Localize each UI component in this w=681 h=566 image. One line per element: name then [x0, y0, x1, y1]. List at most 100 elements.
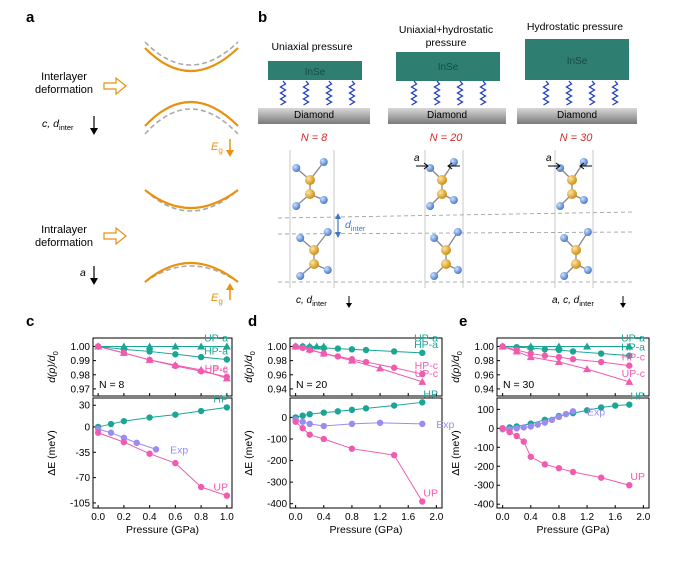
se-atom — [296, 234, 305, 242]
data-point — [347, 356, 356, 364]
data-point — [513, 425, 520, 432]
a-label-col2: a — [414, 153, 420, 164]
data-point — [320, 422, 327, 430]
y-tick-label: 0.94 — [475, 384, 495, 395]
y-tick-label: 0.94 — [268, 384, 288, 395]
data-point — [569, 356, 577, 363]
spring — [279, 80, 287, 106]
x-tick-label: 1.0 — [220, 512, 234, 523]
arrow-down-c-head — [90, 128, 98, 135]
x-tick-label: 2.0 — [636, 512, 650, 523]
band-conduction-top — [144, 47, 239, 72]
spring — [565, 80, 573, 106]
data-point — [120, 417, 128, 425]
diamond-substrate-1 — [258, 108, 370, 124]
data-point — [319, 349, 328, 357]
plot-frame — [496, 397, 650, 509]
y-tick-label: -100 — [474, 443, 494, 454]
in-atom — [437, 175, 447, 185]
x-tick-label: 0.6 — [168, 512, 182, 523]
bottom-label-col3: a, c, dinter — [552, 295, 594, 308]
y-tick-label: -400 — [267, 499, 287, 510]
n-label-2: N = 20 — [430, 132, 464, 144]
data-point — [562, 410, 570, 418]
data-point — [299, 412, 306, 419]
bottom-arrow-col3-head — [620, 303, 626, 308]
x-tick-label: 1.2 — [580, 512, 594, 523]
data-point — [334, 408, 342, 415]
data-point — [390, 451, 398, 459]
se-atom — [292, 164, 301, 172]
ref-line-1 — [277, 211, 633, 219]
data-point — [527, 453, 534, 460]
y-tick-label: 0.96 — [475, 370, 495, 381]
label-eg-top: Eg — [211, 141, 223, 155]
y-axis-label: d(p)/d0 — [243, 351, 257, 383]
label-interlayer-2: deformation — [35, 84, 93, 96]
data-point — [320, 344, 327, 352]
data-point — [418, 377, 427, 385]
data-point — [597, 404, 605, 411]
se-atom — [323, 266, 332, 274]
x-tick-label: 0.8 — [345, 512, 359, 523]
data-point — [597, 358, 605, 366]
series-line — [502, 346, 630, 367]
data-point — [348, 346, 356, 353]
label-intralayer-1: Intralayer — [41, 224, 87, 236]
panel-label-b: b — [258, 9, 267, 26]
y-tick-label: 100 — [477, 405, 494, 416]
data-point — [197, 353, 205, 361]
data-point — [541, 346, 549, 353]
series-line — [98, 345, 227, 361]
plot-frame — [289, 337, 443, 397]
y-tick-label: 0 — [84, 422, 90, 433]
data-point — [541, 419, 549, 426]
data-point — [419, 399, 426, 406]
data-point — [597, 350, 605, 357]
in-atom — [441, 245, 451, 255]
a-arrows-col3 — [548, 162, 592, 170]
in-atom — [571, 259, 581, 269]
diamond-label-1: Diamond — [294, 110, 334, 121]
data-point — [419, 349, 426, 357]
series-line — [295, 401, 423, 418]
band-conduction-bottom — [144, 189, 239, 209]
series-label: UP-a — [204, 332, 228, 344]
data-point — [172, 411, 179, 418]
band-valence-top — [144, 101, 239, 127]
data-point — [555, 353, 563, 361]
panel-a: Interlayer deformation c, dinter Eg Intr… — [35, 41, 239, 306]
y-axis-label: ΔE (meV) — [243, 430, 255, 476]
data-point — [222, 374, 231, 382]
x-axis-label: Pressure (GPa) — [126, 524, 199, 536]
label-interlayer-1: Interlayer — [41, 71, 87, 83]
se-atom — [323, 228, 332, 236]
col1-title: Uniaxial pressure — [271, 41, 352, 53]
data-point — [145, 355, 154, 363]
data-point — [171, 361, 180, 369]
a-label-col3: a — [546, 153, 552, 164]
data-point — [107, 420, 115, 428]
chart-c: 1.000.990.980.97d(p)/d0UP-aHP-aHP-cUP-cN… — [46, 332, 234, 536]
y-axis-label: d(p)/d0 — [46, 351, 60, 383]
se-atom — [453, 266, 462, 274]
series-line — [295, 419, 423, 427]
spring-group — [279, 80, 619, 106]
slab-label-1: InSe — [305, 67, 326, 78]
structure-group — [289, 150, 594, 288]
y-tick-label: 0 — [281, 413, 287, 424]
data-point — [569, 348, 577, 355]
panel-label-e: e — [459, 313, 467, 330]
se-atom — [430, 272, 439, 280]
data-point — [569, 408, 577, 415]
y-axis-label: d(p)/d0 — [450, 351, 464, 383]
spring — [611, 80, 619, 106]
bottom-arrow-col1-head — [346, 303, 352, 308]
slab-label-3: InSe — [567, 56, 588, 67]
se-atom — [292, 202, 301, 210]
data-point — [291, 342, 300, 350]
dinter-arrow-top — [335, 213, 341, 219]
data-point — [626, 352, 633, 359]
series-line — [295, 345, 423, 383]
